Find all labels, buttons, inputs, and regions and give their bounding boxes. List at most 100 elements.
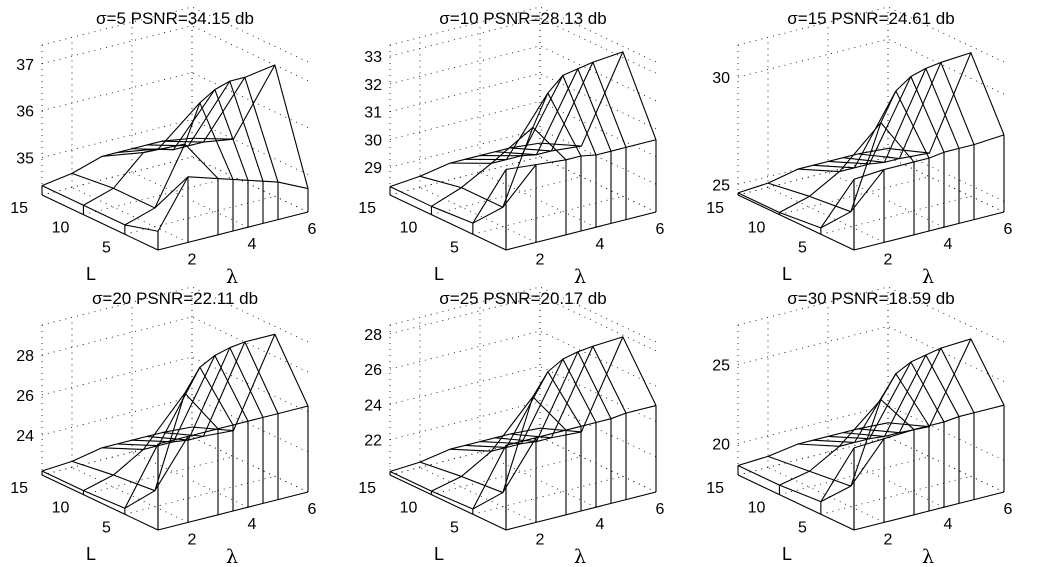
surface-col-line: [539, 336, 657, 433]
x-tick-label: 6: [1004, 501, 1013, 518]
y-axis-label: L: [434, 544, 444, 564]
x-tick-label: 2: [884, 251, 893, 268]
x-tick-label: 2: [884, 531, 893, 548]
y-tick-label: 15: [10, 480, 28, 497]
z-gridline: [389, 401, 657, 458]
surface-row-line: [472, 336, 624, 510]
y-tick-label: 15: [358, 480, 376, 497]
floor-gridline: [539, 436, 657, 493]
surface-col-line: [887, 338, 1005, 428]
chart-title: σ=15 PSNR=24.61 db: [787, 9, 954, 28]
x-axis-label: λ: [922, 266, 934, 288]
z-tick-label: 36: [16, 104, 34, 121]
floor-gridline: [479, 171, 597, 228]
y-axis-label: L: [86, 544, 96, 564]
z-tick-label: 22: [364, 433, 382, 450]
surface-row-line: [41, 426, 193, 472]
chart-title: σ=25 PSNR=20.17 db: [439, 289, 606, 308]
floor-gridline: [827, 451, 945, 508]
surface-col-line: [797, 122, 915, 173]
grid-line: [389, 286, 657, 343]
x-tick-label: 2: [188, 251, 197, 268]
y-tick-label: 5: [102, 519, 111, 536]
z-gridline: [41, 25, 309, 82]
x-tick-label: 2: [536, 251, 545, 268]
surface-col-line: [812, 373, 930, 444]
surface-col-line: [116, 366, 234, 447]
surface-col-line: [101, 143, 219, 179]
surface-col-line: [191, 333, 309, 432]
z-tick-label: 20: [712, 436, 730, 453]
z-tick-label: 26: [364, 362, 382, 379]
x-axis-label: λ: [226, 266, 238, 288]
surface-col-line: [494, 68, 612, 156]
surface-base-line: [157, 491, 309, 531]
floor-gridline: [887, 156, 1005, 213]
z-tick-label: 29: [364, 160, 382, 177]
x-axis-label: λ: [574, 266, 586, 288]
surface-col-line: [887, 52, 1005, 154]
surface-row-line: [779, 426, 930, 486]
z-tick-label: 26: [16, 388, 34, 405]
surface-col-line: [509, 61, 627, 152]
x-axis-label: λ: [922, 546, 934, 567]
y-tick-label: 15: [706, 200, 724, 217]
chart-title: σ=20 PSNR=22.11 db: [92, 289, 258, 308]
surface-base-line: [41, 194, 159, 251]
surface-col-line: [419, 437, 537, 494]
z-tick-label: 25: [712, 177, 730, 194]
z-gridline: [41, 396, 309, 453]
grid-line: [389, 6, 657, 63]
x-tick-label: 4: [596, 236, 605, 253]
floor-gridline: [479, 451, 597, 508]
surface-col-line: [419, 164, 537, 208]
floor-gridline: [827, 171, 945, 228]
y-axis-label: L: [782, 264, 792, 284]
y-tick-label: 5: [102, 239, 111, 256]
surface-row-line: [853, 134, 1005, 180]
surface-col-line: [539, 51, 657, 147]
x-tick-label: 4: [248, 236, 257, 253]
floor-gridline: [131, 171, 249, 228]
floor-gridline: [71, 467, 189, 523]
surface-row-line: [124, 333, 275, 509]
surface-col-line: [737, 178, 855, 229]
z-tick-label: 28: [364, 327, 382, 344]
x-tick-label: 2: [536, 531, 545, 548]
surface-col-line: [842, 67, 960, 163]
grid-line: [389, 436, 657, 493]
surface-col-line: [479, 74, 597, 157]
grid-line: [737, 436, 1005, 493]
floor-gridline: [124, 195, 275, 235]
z-tick-label: 37: [16, 57, 34, 74]
surface-col-line: [389, 445, 507, 510]
surface-base-line: [41, 474, 159, 531]
x-tick-label: 6: [308, 221, 317, 238]
grid-line: [41, 6, 309, 63]
surface-row-line: [820, 338, 972, 503]
z-tick-label: 32: [364, 77, 382, 94]
surface-row-line: [853, 404, 1005, 449]
surface-col-line: [161, 341, 279, 437]
surface-col-line: [827, 361, 945, 440]
surface-row-line: [389, 427, 541, 472]
surface-col-line: [146, 80, 264, 182]
floor-gridline: [539, 156, 657, 213]
surface-panel: σ=10 PSNR=28.13 db 29 30 31 32 33 2 4 6 5 10 15 L λ: [358, 6, 665, 288]
y-axis-label: L: [86, 264, 96, 284]
y-tick-label: 5: [798, 519, 807, 536]
y-tick-label: 15: [706, 480, 724, 497]
floor-gridline: [767, 467, 885, 523]
y-tick-label: 15: [358, 200, 376, 217]
floor-gridline: [191, 436, 309, 493]
y-tick-label: 15: [10, 200, 28, 217]
y-tick-label: 10: [748, 220, 766, 237]
z-tick-label: 30: [364, 132, 382, 149]
floor-gridline: [83, 176, 234, 216]
z-gridline: [389, 365, 657, 422]
z-tick-label: 33: [364, 49, 382, 66]
y-axis-label: L: [782, 544, 792, 564]
surface-col-line: [857, 61, 975, 160]
